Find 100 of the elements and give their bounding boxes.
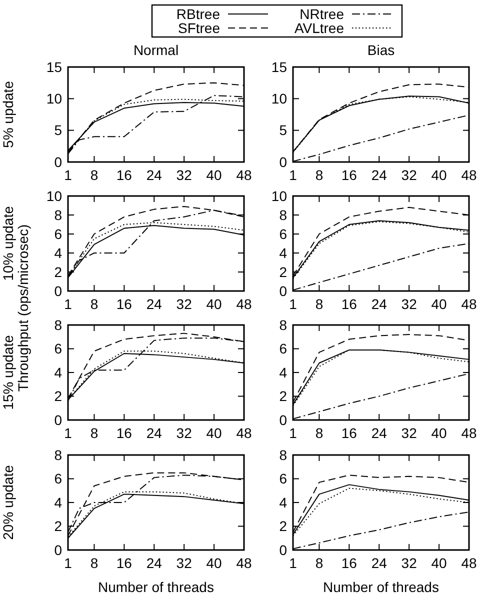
x-tick-label: 24 [146,296,162,312]
y-tick-label: 10 [46,90,62,107]
chart-title: Normal [133,42,179,58]
x-tick-label: 32 [176,296,192,312]
x-tick-label: 48 [461,167,477,183]
y-axis-title: 15% update [0,334,16,410]
y-tick-label: 2 [54,518,62,534]
x-tick-label: 1 [289,296,298,312]
x-tick-label: 48 [236,555,252,571]
x-tick-label: 24 [146,425,162,441]
y-axis-title: 20% update [0,464,16,540]
y-tick-label: 10 [271,188,288,204]
y-tick-label: 5 [54,122,62,138]
x-tick-label: 48 [461,425,477,441]
x-tick-label: 24 [146,167,162,183]
y-tick-label: 8 [54,206,62,223]
chart-title: Bias [367,42,395,58]
y-tick-label: 2 [54,388,62,404]
x-tick-label: 48 [236,425,252,441]
y-tick-label: 2 [279,264,288,280]
y-tick-label: 0 [279,412,288,428]
x-tick-label: 40 [431,167,448,183]
x-tick-label: 32 [401,296,418,312]
x-tick-label: 8 [90,555,98,571]
x-tick-label: 40 [206,555,222,571]
x-tick-label: 8 [315,555,324,571]
y-tick-label: 0 [279,282,288,299]
x-tick-label: 16 [341,425,358,441]
legend-label: SFtree [178,20,220,36]
y-tick-label: 5 [279,122,288,138]
x-tick-label: 48 [236,167,252,183]
y-tick-label: 6 [279,340,288,357]
y-tick-label: 0 [54,154,62,170]
x-tick-label: 8 [90,425,98,441]
x-tick-label: 8 [315,296,324,312]
y-tick-label: 15 [46,58,62,75]
y-tick-label: 6 [54,226,62,242]
x-tick-label: 32 [176,555,192,571]
x-tick-label: 8 [90,167,98,183]
y-tick-label: 6 [279,470,288,487]
y-tick-label: 0 [54,412,62,428]
x-tick-label: 1 [289,167,298,183]
x-tick-label: 32 [401,555,418,571]
x-tick-label: 1 [64,167,72,183]
x-tick-label: 40 [431,425,448,441]
y-tick-label: 10 [46,188,62,204]
x-tick-label: 40 [431,296,448,312]
x-tick-label: 24 [371,555,388,571]
x-tick-label: 16 [341,296,358,312]
x-tick-label: 1 [64,296,72,312]
x-tick-label: 24 [371,425,388,441]
x-tick-label: 24 [371,167,388,183]
y-tick-label: 15 [271,58,288,75]
x-tick-label: 48 [461,296,477,312]
x-axis-title: Number of threads [98,579,214,595]
y-tick-label: 4 [54,494,62,510]
x-tick-label: 32 [401,167,418,183]
x-tick-label: 16 [116,425,132,441]
x-tick-label: 16 [116,555,132,571]
x-tick-label: 8 [90,296,98,312]
legend-label: NRtree [300,6,344,22]
y-tick-label: 0 [54,542,62,558]
x-tick-label: 16 [116,296,132,312]
legend-label: AVLtree [294,20,344,36]
y-tick-label: 6 [54,470,62,487]
x-tick-label: 24 [371,296,388,312]
x-tick-label: 48 [236,296,252,312]
x-tick-label: 16 [116,167,132,183]
y-tick-label: 2 [279,518,288,534]
y-tick-label: 4 [279,494,288,510]
y-tick-label: 8 [54,446,62,463]
y-tick-label: 4 [54,244,62,261]
x-tick-label: 1 [289,425,298,441]
x-axis-title: Number of threads [323,579,439,595]
y-tick-label: 6 [279,226,288,242]
y-axis-title: 5% update [0,80,16,148]
x-tick-label: 40 [431,555,448,571]
x-tick-label: 48 [461,555,477,571]
y-tick-label: 4 [279,364,288,380]
y-tick-label: 4 [279,244,288,261]
y-tick-label: 8 [279,206,288,223]
y-tick-label: 8 [279,446,288,463]
y-tick-label: 2 [279,388,288,404]
x-tick-label: 1 [64,425,72,441]
y-tick-label: 6 [54,340,62,357]
legend-label: RBtree [176,6,220,22]
x-tick-label: 40 [206,296,222,312]
x-tick-label: 8 [315,425,324,441]
x-tick-label: 40 [206,167,222,183]
y-tick-label: 10 [271,90,288,107]
x-tick-label: 1 [289,555,298,571]
y-tick-label: 0 [279,154,288,170]
y-axis-title: 10% update [0,206,16,281]
y-tick-label: 0 [279,542,288,558]
x-tick-label: 16 [341,555,358,571]
text: Throughput (ops/microsec) [15,224,31,392]
x-tick-label: 32 [176,425,192,441]
y-tick-label: 8 [54,316,62,333]
x-tick-label: 40 [206,425,222,441]
x-tick-label: 16 [341,167,358,183]
